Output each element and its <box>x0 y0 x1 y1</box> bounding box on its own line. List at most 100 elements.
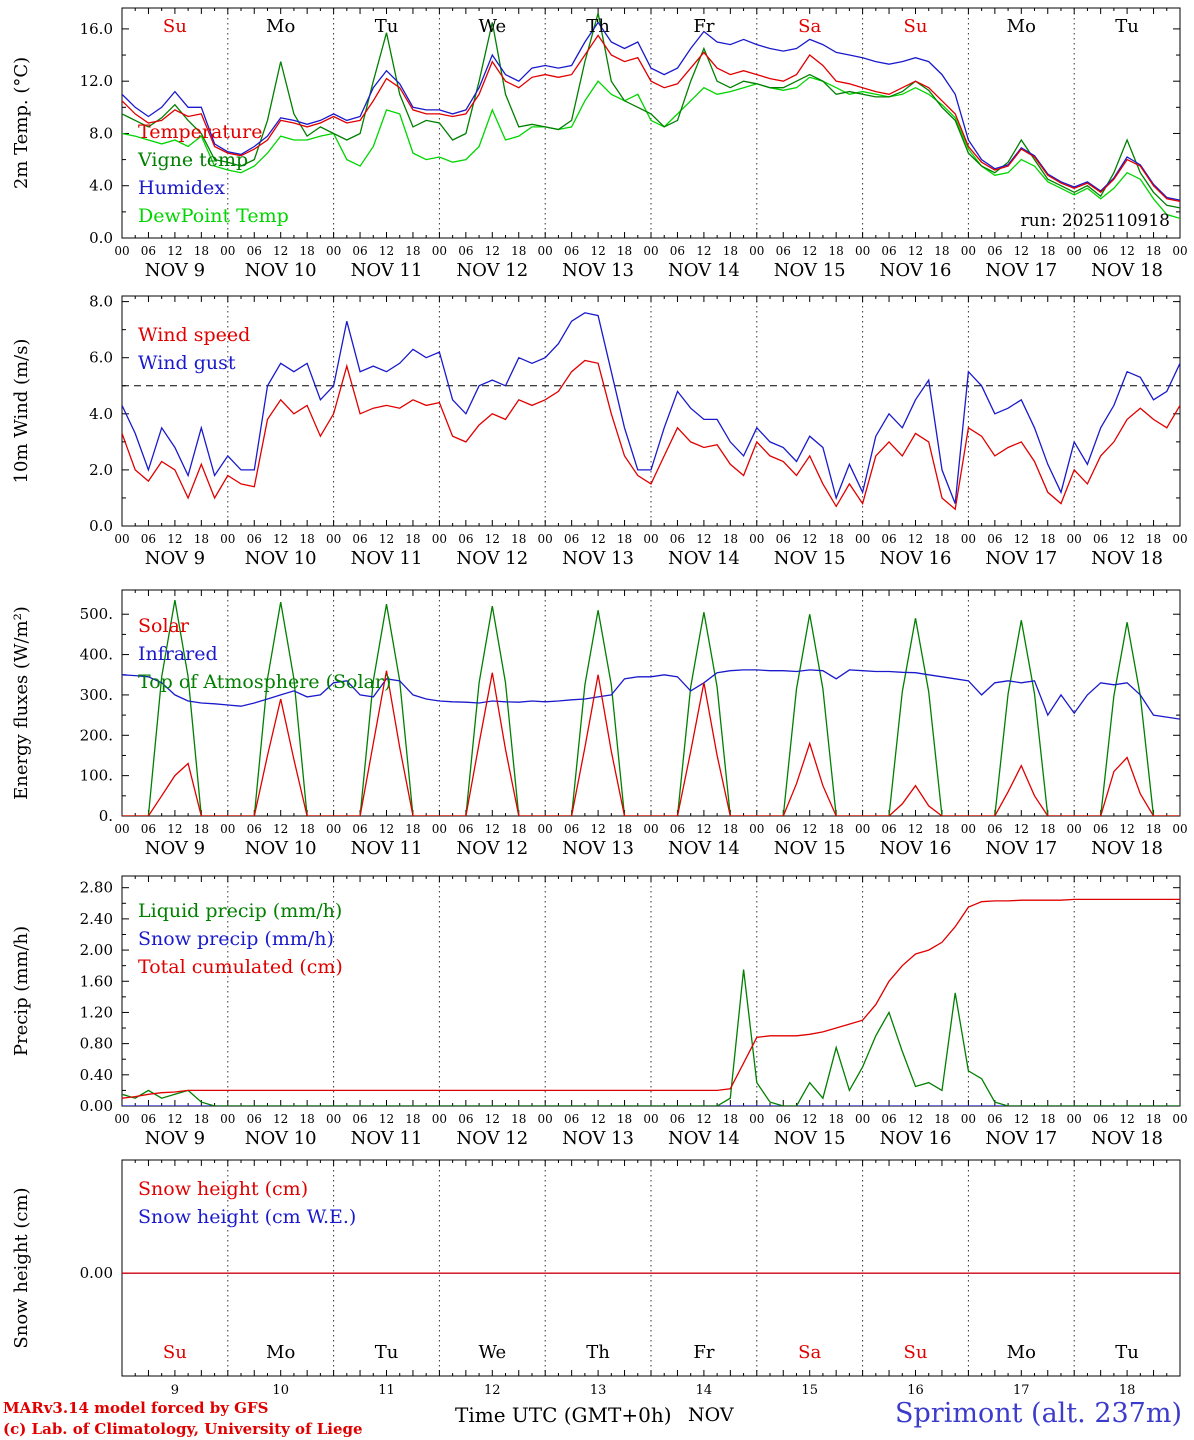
svg-text:00: 00 <box>1172 532 1187 546</box>
svg-text:12: 12 <box>802 244 817 258</box>
svg-text:NOV 15: NOV 15 <box>774 548 846 569</box>
svg-text:NOV 17: NOV 17 <box>985 1128 1057 1149</box>
svg-text:00: 00 <box>1172 244 1187 258</box>
svg-text:Total cumulated (cm): Total cumulated (cm) <box>138 956 343 978</box>
svg-text:Tu: Tu <box>375 1342 399 1363</box>
svg-text:06: 06 <box>987 1112 1002 1126</box>
svg-text:4.0: 4.0 <box>89 177 113 195</box>
svg-text:00: 00 <box>114 822 129 836</box>
svg-text:Tu: Tu <box>1115 16 1139 37</box>
svg-text:06: 06 <box>881 822 896 836</box>
svg-text:NOV 15: NOV 15 <box>774 1128 846 1149</box>
svg-text:18: 18 <box>1040 244 1055 258</box>
svg-text:00: 00 <box>643 822 658 836</box>
svg-text:12: 12 <box>590 244 605 258</box>
svg-text:18: 18 <box>300 532 315 546</box>
svg-text:NOV 12: NOV 12 <box>456 838 528 859</box>
svg-text:06: 06 <box>141 1112 156 1126</box>
svg-text:Su: Su <box>163 1342 187 1363</box>
svg-text:06: 06 <box>352 1112 367 1126</box>
svg-text:00: 00 <box>1172 1112 1187 1126</box>
svg-text:06: 06 <box>776 822 791 836</box>
svg-text:NOV 9: NOV 9 <box>145 1128 205 1149</box>
svg-text:06: 06 <box>670 532 685 546</box>
svg-text:06: 06 <box>670 822 685 836</box>
svg-text:NOV 9: NOV 9 <box>145 838 205 859</box>
svg-text:06: 06 <box>987 532 1002 546</box>
svg-text:Th: Th <box>586 1342 610 1363</box>
svg-text:00: 00 <box>1067 532 1082 546</box>
svg-text:500.: 500. <box>80 605 113 623</box>
svg-text:06: 06 <box>987 244 1002 258</box>
svg-text:06: 06 <box>564 244 579 258</box>
svg-text:NOV 18: NOV 18 <box>1091 838 1163 859</box>
svg-text:00: 00 <box>961 822 976 836</box>
svg-text:0.: 0. <box>99 807 113 825</box>
svg-text:00: 00 <box>432 532 447 546</box>
time-axis-title: Time UTC (GMT+0h) <box>455 1403 672 1427</box>
svg-text:16.0: 16.0 <box>80 20 113 38</box>
svg-text:06: 06 <box>247 1112 262 1126</box>
month-label: NOV <box>688 1404 734 1426</box>
svg-text:2.40: 2.40 <box>80 910 113 928</box>
svg-text:18: 18 <box>829 532 844 546</box>
svg-text:Wind speed: Wind speed <box>138 324 250 346</box>
svg-text:Fr: Fr <box>693 1342 714 1363</box>
svg-text:00: 00 <box>326 822 341 836</box>
svg-text:NOV 9: NOV 9 <box>145 260 205 281</box>
svg-text:00: 00 <box>220 822 235 836</box>
svg-text:NOV 17: NOV 17 <box>985 838 1057 859</box>
svg-text:Humidex: Humidex <box>138 177 225 199</box>
svg-text:17: 17 <box>1013 1383 1030 1398</box>
svg-text:18: 18 <box>723 1112 738 1126</box>
svg-text:Temperature: Temperature <box>138 121 262 143</box>
svg-text:NOV 14: NOV 14 <box>668 548 740 569</box>
svg-text:12: 12 <box>802 532 817 546</box>
svg-text:06: 06 <box>881 244 896 258</box>
svg-text:Mo: Mo <box>266 1342 295 1363</box>
svg-text:18: 18 <box>300 1112 315 1126</box>
svg-text:NOV 13: NOV 13 <box>562 548 634 569</box>
svg-text:1.20: 1.20 <box>80 1003 113 1021</box>
svg-text:2.00: 2.00 <box>80 941 113 959</box>
svg-text:12: 12 <box>1014 244 1029 258</box>
svg-text:00: 00 <box>749 244 764 258</box>
svg-text:11: 11 <box>378 1383 395 1398</box>
svg-text:18: 18 <box>723 822 738 836</box>
svg-text:12: 12 <box>1119 244 1134 258</box>
svg-text:18: 18 <box>405 244 420 258</box>
svg-text:06: 06 <box>352 532 367 546</box>
svg-text:13: 13 <box>590 1383 607 1398</box>
svg-text:NOV 10: NOV 10 <box>245 838 317 859</box>
svg-text:00: 00 <box>220 532 235 546</box>
svg-text:9: 9 <box>171 1383 179 1398</box>
svg-text:18: 18 <box>300 244 315 258</box>
svg-text:Tu: Tu <box>375 16 399 37</box>
svg-text:12: 12 <box>1119 822 1134 836</box>
svg-text:12: 12 <box>1014 1112 1029 1126</box>
svg-text:0.00: 0.00 <box>80 1264 113 1282</box>
svg-text:Vigne temp: Vigne temp <box>137 149 248 171</box>
svg-text:100.: 100. <box>80 767 113 785</box>
svg-text:18: 18 <box>405 1112 420 1126</box>
svg-text:00: 00 <box>114 1112 129 1126</box>
svg-text:06: 06 <box>247 532 262 546</box>
svg-text:06: 06 <box>776 244 791 258</box>
svg-text:10m Wind (m/s): 10m Wind (m/s) <box>11 339 32 484</box>
svg-text:18: 18 <box>1040 822 1055 836</box>
svg-text:12: 12 <box>379 244 394 258</box>
svg-text:NOV 10: NOV 10 <box>245 1128 317 1149</box>
svg-text:06: 06 <box>776 1112 791 1126</box>
svg-text:12: 12 <box>696 244 711 258</box>
svg-text:NOV 15: NOV 15 <box>774 838 846 859</box>
svg-text:0.0: 0.0 <box>89 229 113 247</box>
svg-text:12: 12 <box>273 1112 288 1126</box>
svg-text:Solar: Solar <box>138 615 190 637</box>
svg-text:NOV 11: NOV 11 <box>351 260 423 281</box>
svg-text:00: 00 <box>220 244 235 258</box>
svg-text:00: 00 <box>855 1112 870 1126</box>
svg-text:18: 18 <box>829 244 844 258</box>
svg-text:NOV 9: NOV 9 <box>145 548 205 569</box>
svg-text:06: 06 <box>564 1112 579 1126</box>
